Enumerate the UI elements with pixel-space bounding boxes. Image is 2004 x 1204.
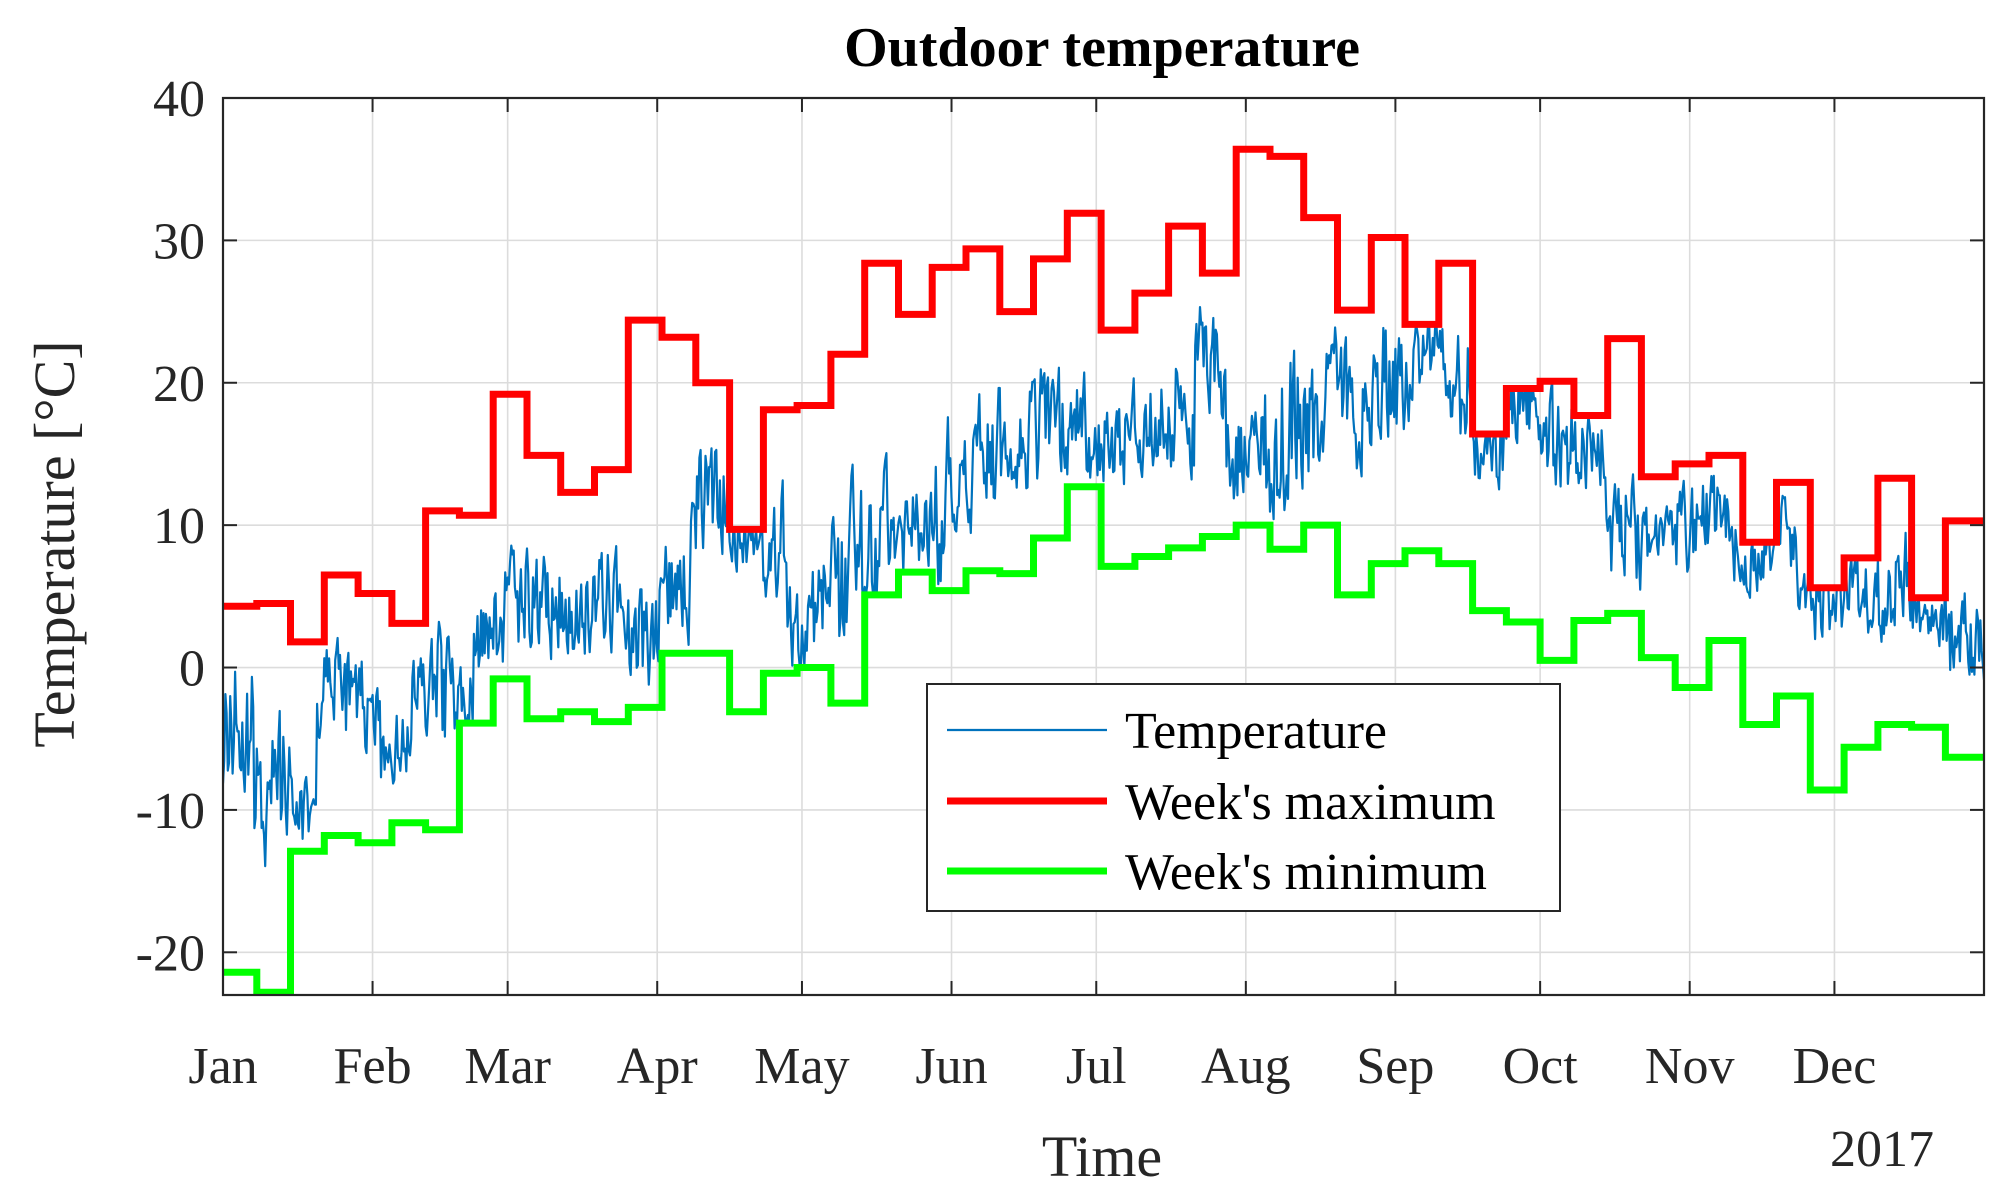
x-tick-label: Jun xyxy=(915,1038,987,1095)
x-tick-label: Mar xyxy=(464,1038,551,1095)
week-maximum-line xyxy=(223,145,1984,646)
legend: Temperature Week's maximum Week's minimum xyxy=(926,683,1561,912)
series-layer xyxy=(223,145,1984,995)
x-tick-labels: Jan Feb Mar Apr May Jun Jul Aug Sep Oct Nov Dec xyxy=(188,1038,1876,1095)
x-tick-label: Apr xyxy=(617,1038,698,1095)
tick-marks xyxy=(222,97,1984,995)
y-tick-label: -10 xyxy=(136,783,205,840)
legend-entry-label: Week's minimum xyxy=(1125,844,1487,901)
x-tick-label: Aug xyxy=(1201,1038,1291,1095)
x-axis-year-label: 2017 xyxy=(1830,1121,1934,1178)
x-tick-label: Jul xyxy=(1066,1038,1127,1095)
x-tick-label: May xyxy=(754,1038,849,1095)
y-tick-label: 40 xyxy=(153,71,205,128)
y-tick-label: 30 xyxy=(153,213,205,270)
y-tick-label: -20 xyxy=(136,925,205,982)
x-tick-label: Feb xyxy=(334,1038,412,1095)
y-tick-label: 0 xyxy=(179,641,205,698)
x-tick-label: Dec xyxy=(1793,1038,1877,1095)
y-axis-label: Temperature [°C] xyxy=(22,340,87,747)
x-tick-label: Nov xyxy=(1645,1038,1735,1095)
chart-title: Outdoor temperature xyxy=(844,17,1360,79)
x-tick-label: Oct xyxy=(1503,1038,1579,1095)
week-minimum-line xyxy=(223,483,1984,995)
y-tick-labels: 40 30 20 10 0 -10 -20 xyxy=(136,71,205,982)
axes-frame xyxy=(221,96,1986,997)
x-axis-label: Time xyxy=(1042,1124,1162,1189)
legend-entry-label: Temperature xyxy=(1125,703,1387,760)
legend-entry-label: Week's maximum xyxy=(1125,774,1496,831)
y-tick-label: 20 xyxy=(153,356,205,413)
y-tick-label: 10 xyxy=(153,498,205,555)
temperature-line xyxy=(223,306,1984,868)
x-tick-label: Jan xyxy=(188,1038,257,1095)
x-tick-label: Sep xyxy=(1356,1038,1434,1095)
